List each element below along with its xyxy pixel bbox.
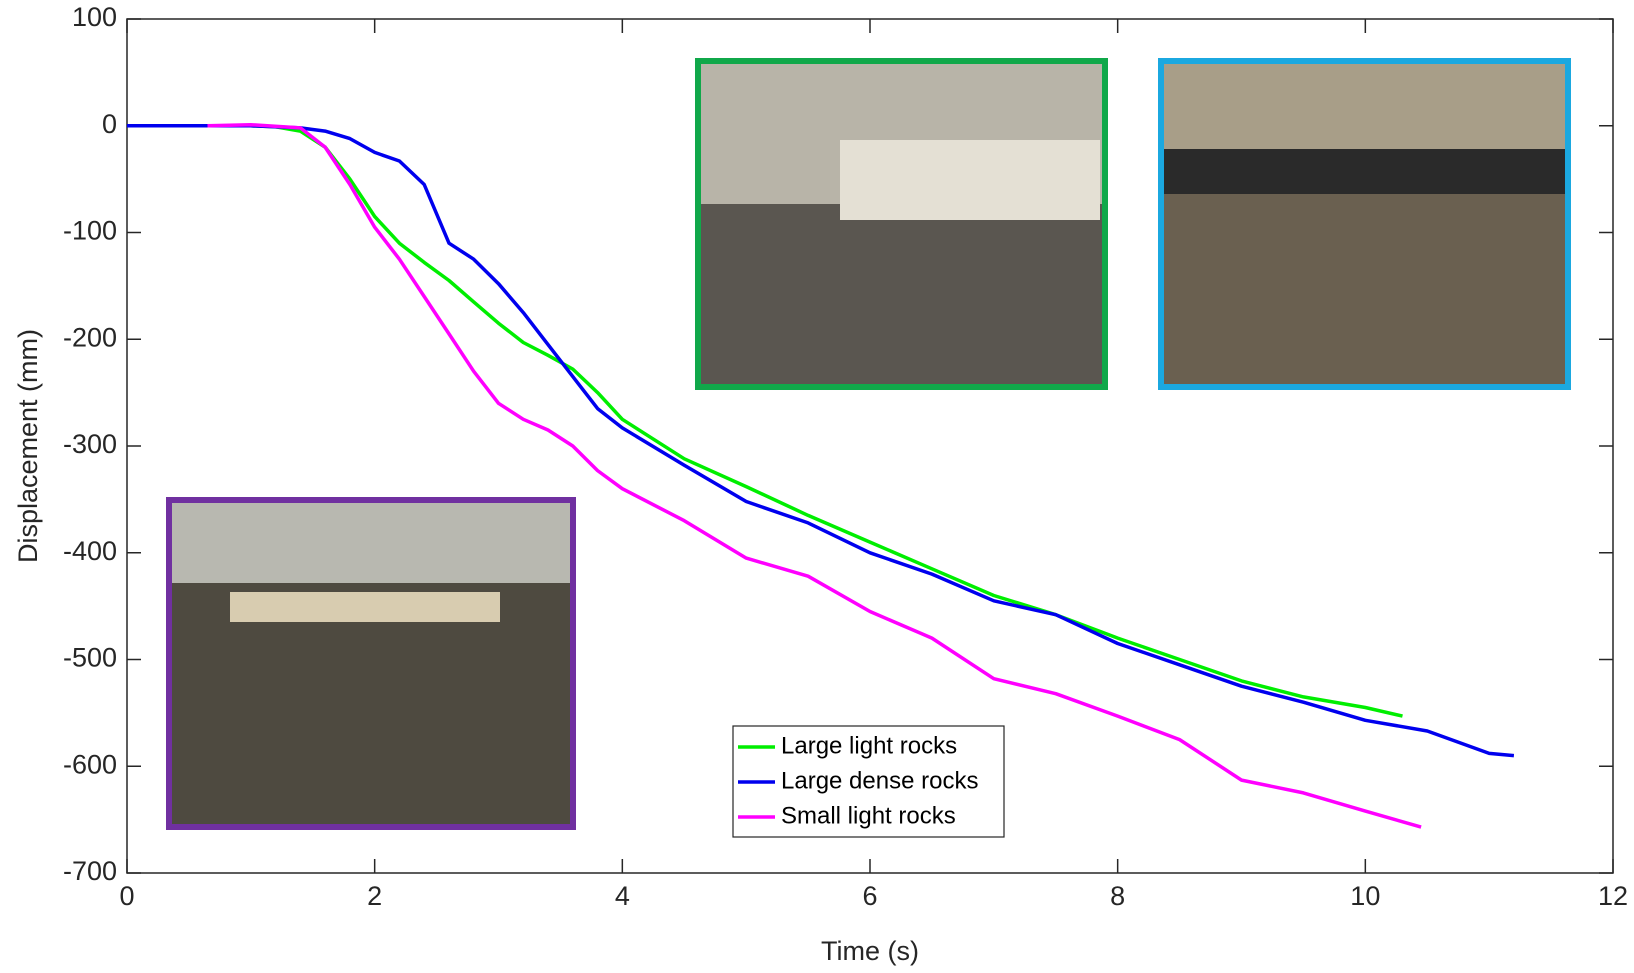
y-tick-label: 0 bbox=[102, 109, 117, 139]
legend-box bbox=[732, 725, 1005, 838]
x-tick-label: 6 bbox=[862, 881, 877, 911]
x-tick-label: 12 bbox=[1598, 881, 1628, 911]
legend-label: Large dense rocks bbox=[781, 767, 978, 794]
y-tick-label: -500 bbox=[63, 643, 117, 673]
x-tick-label: 8 bbox=[1110, 881, 1125, 911]
y-axis-label: Displacement (mm) bbox=[13, 329, 43, 563]
y-tick-label: -400 bbox=[63, 536, 117, 566]
plot-frame bbox=[126, 18, 1614, 874]
x-tick-label: 0 bbox=[119, 881, 134, 911]
inset-photo-green bbox=[695, 58, 1108, 390]
x-tick-label: 4 bbox=[615, 881, 630, 911]
y-tick-label: -300 bbox=[63, 429, 117, 459]
legend-label: Large light rocks bbox=[781, 732, 957, 759]
y-tick-label: 100 bbox=[72, 2, 117, 32]
series-line bbox=[207, 122, 1422, 829]
legend: Large light rocks Large dense rocks Small … bbox=[732, 725, 1005, 838]
x-tick-label: 10 bbox=[1350, 881, 1380, 911]
series-line bbox=[127, 124, 1515, 758]
series-line bbox=[250, 124, 1403, 718]
x-axis-label: Time (s) bbox=[821, 936, 919, 966]
legend-label: Small light rocks bbox=[781, 802, 956, 829]
y-tick-label: -100 bbox=[63, 216, 117, 246]
x-tick-label: 2 bbox=[367, 881, 382, 911]
inset-photo-blue bbox=[1158, 58, 1571, 390]
y-tick-label: -200 bbox=[63, 322, 117, 352]
inset-photo-purple bbox=[166, 497, 576, 830]
y-tick-label: -600 bbox=[63, 749, 117, 779]
y-tick-label: -700 bbox=[63, 856, 117, 886]
